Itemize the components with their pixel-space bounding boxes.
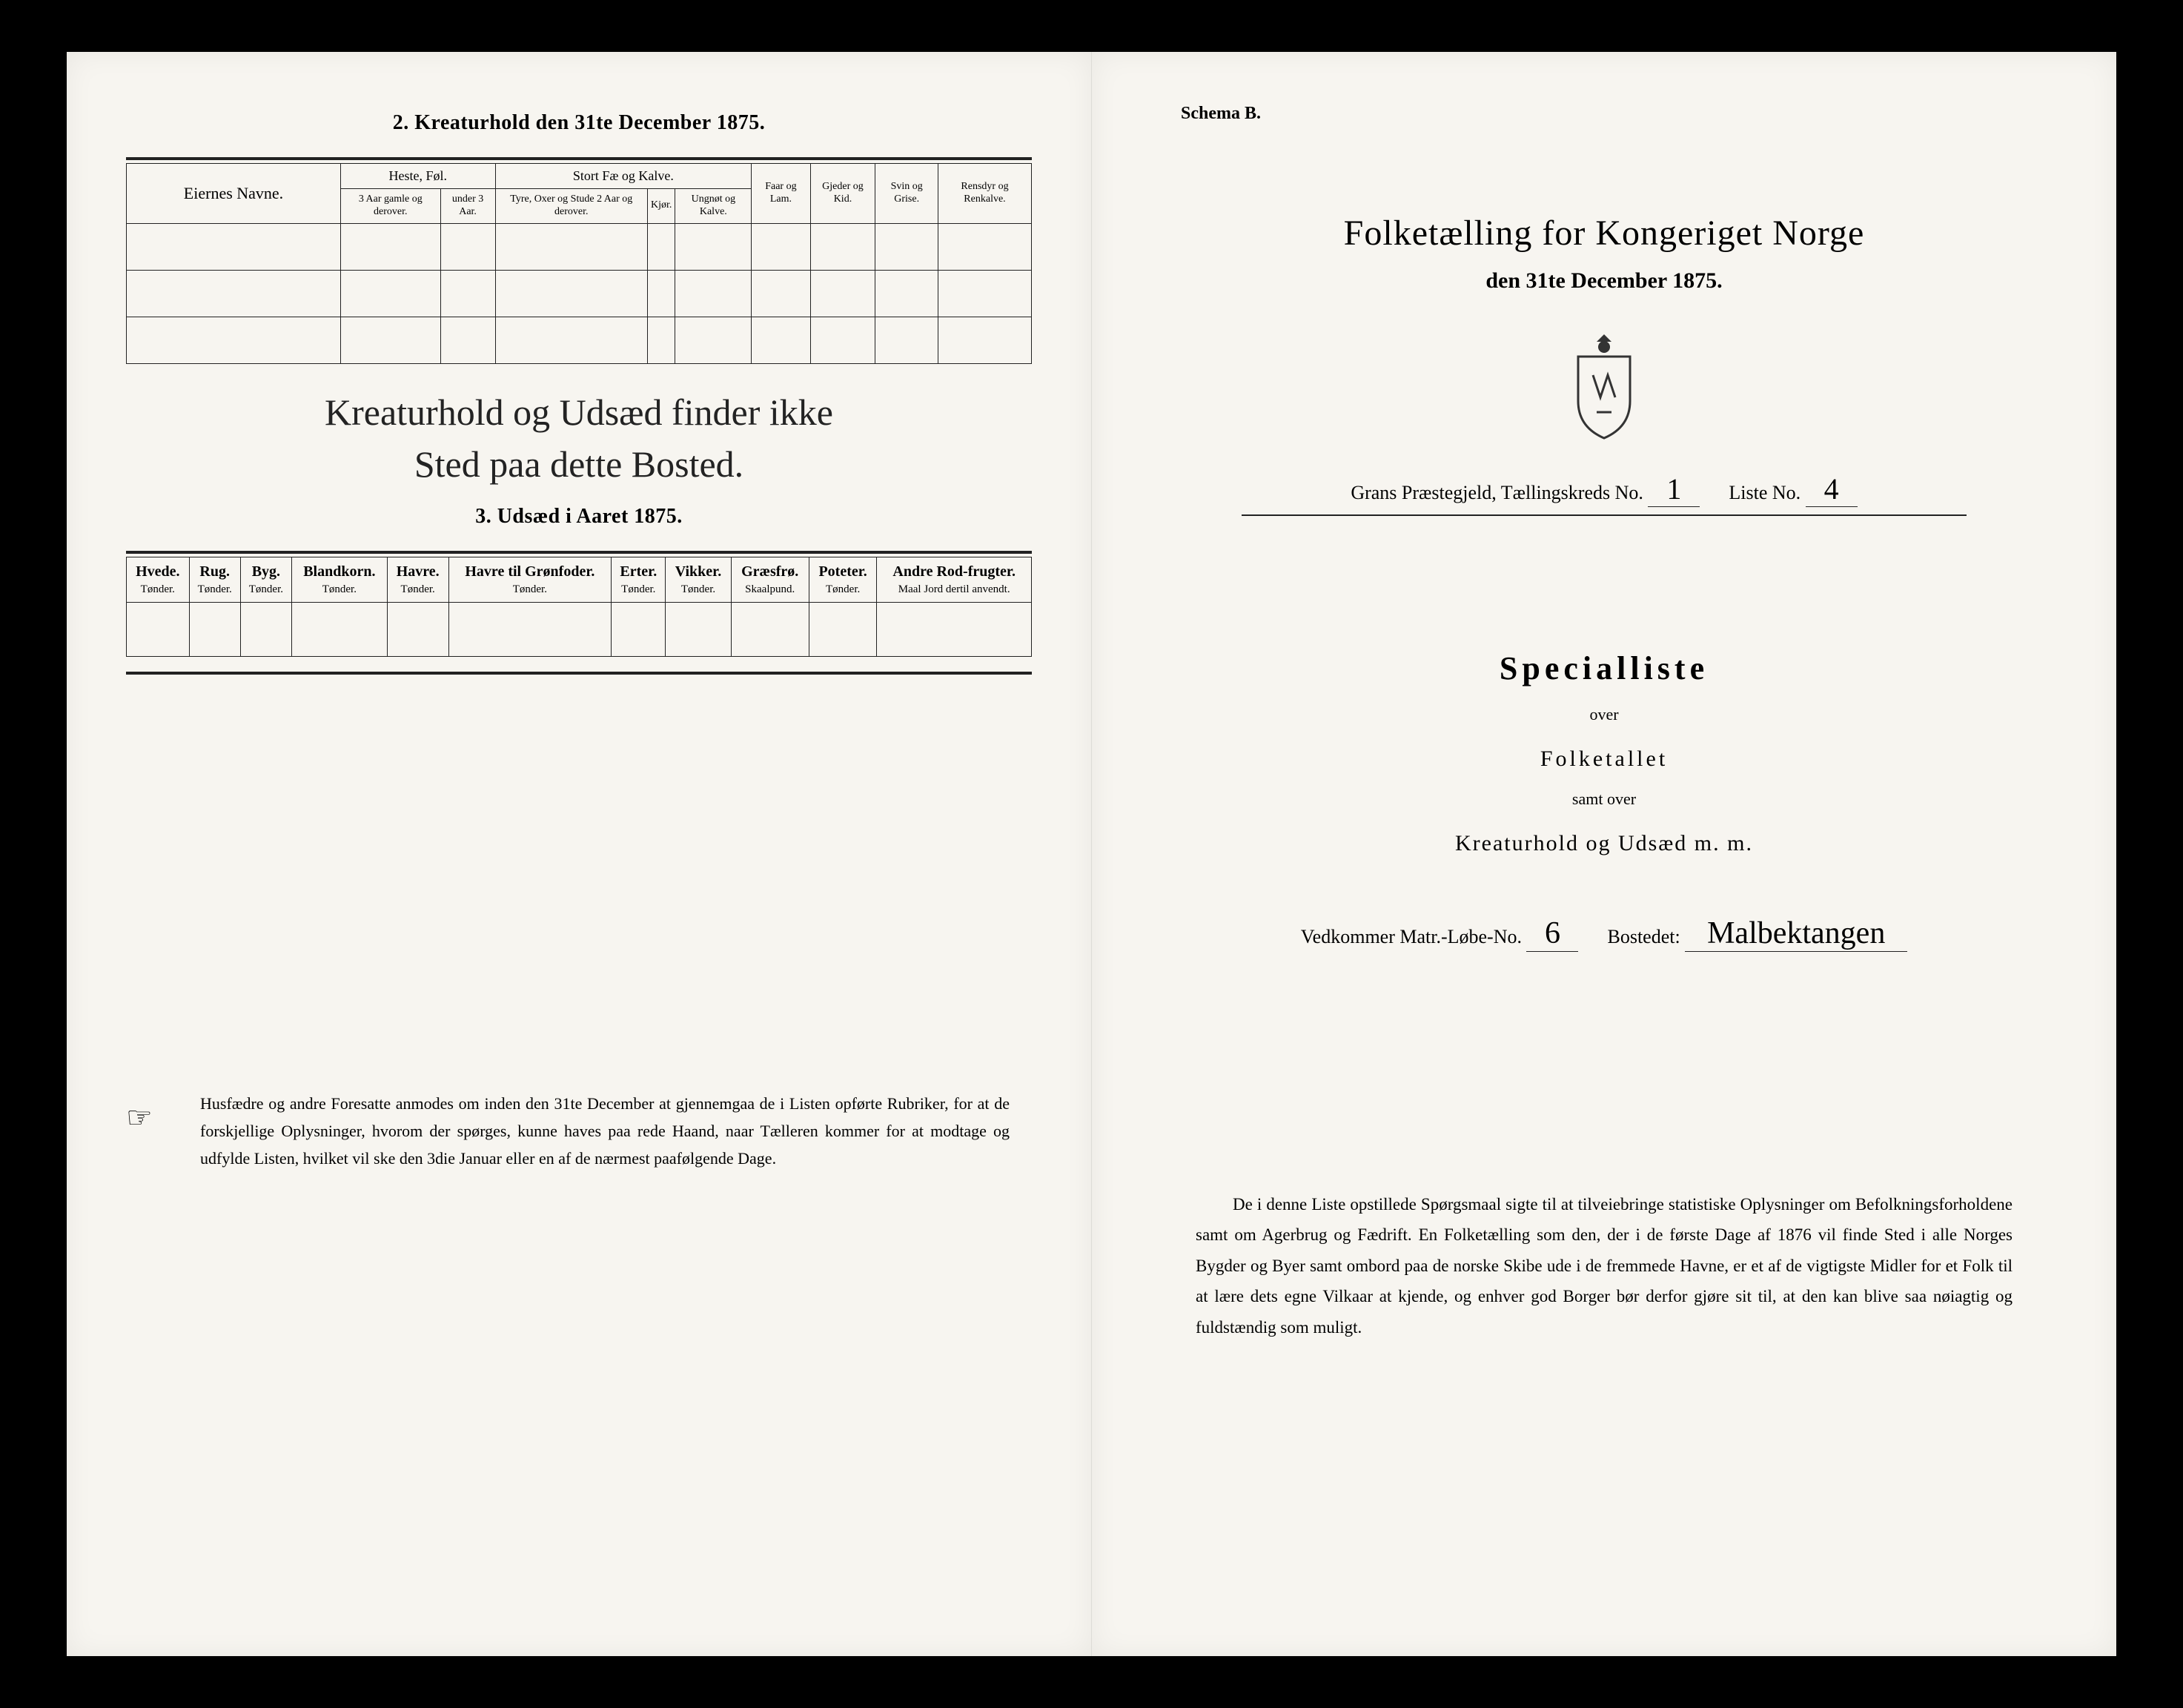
kreatur-label: Kreaturhold og Udsæd m. m. [1151, 831, 2057, 856]
table3-col: Havre.Tønder. [387, 557, 448, 602]
bostedet-value: Malbektangen [1685, 916, 1907, 952]
table3-cell [612, 602, 666, 656]
table3-col: Vikker.Tønder. [666, 557, 731, 602]
left-footnote: ☞ Husfædre og andre Foresatte anmodes om… [126, 1090, 1032, 1173]
right-footnote: De i denne Liste opstillede Spørgsmaal s… [1151, 1189, 2057, 1343]
hand-line2: Sted paa dette Bosted. [414, 443, 743, 485]
table-row [127, 223, 1032, 270]
table3-col: Andre Rod-frugter.Maal Jord dertil anven… [877, 557, 1032, 602]
table3-cell [666, 602, 731, 656]
table3-cell [387, 602, 448, 656]
table3-col: Byg.Tønder. [240, 557, 291, 602]
table3-col: Græsfrø.Skaalpund. [731, 557, 809, 602]
vedkommer-line: Vedkommer Matr.-Løbe-No. 6 Bostedet: Mal… [1151, 916, 2057, 952]
liste-label: Liste No. [1729, 482, 1801, 503]
table3-cell [809, 602, 876, 656]
kreaturhold-table: Eiernes Navne. Heste, Føl. Stort Fæ og K… [126, 163, 1032, 364]
rule [126, 551, 1032, 554]
table3-cell [291, 602, 387, 656]
specialliste-block: Specialliste over Folketallet samt over … [1151, 649, 2057, 856]
hand-line1: Kreaturhold og Udsæd finder ikke [325, 391, 833, 433]
over-label: over [1151, 705, 2057, 724]
parish-line: Grans Præstegjeld, Tællingskreds No. 1 L… [1151, 471, 2057, 507]
handwritten-note: Kreaturhold og Udsæd finder ikke Sted pa… [126, 386, 1032, 490]
kreds-no: 1 [1648, 471, 1700, 507]
table3-cell [127, 602, 190, 656]
footnote-text: Husfædre og andre Foresatte anmodes om i… [200, 1094, 1010, 1168]
table3-col: Blandkorn.Tønder. [291, 557, 387, 602]
left-page: 2. Kreaturhold den 31te December 1875. E… [67, 52, 1092, 1656]
schema-label: Schema B. [1181, 104, 2057, 124]
col-storfae3: Ungnøt og Kalve. [675, 189, 752, 224]
col-rensdyr: Rensdyr og Renkalve. [938, 164, 1031, 224]
document-frame: 2. Kreaturhold den 31te December 1875. E… [67, 52, 2116, 1656]
coat-of-arms-icon [1560, 331, 1649, 442]
table3-col: Havre til Grønfoder.Tønder. [448, 557, 612, 602]
table3-cell [189, 602, 240, 656]
col-storfae: Stort Fæ og Kalve. [495, 164, 752, 189]
table3-cell [731, 602, 809, 656]
col-storfae2: Kjør. [648, 189, 675, 224]
census-subtitle: den 31te December 1875. [1151, 268, 2057, 294]
col-storfae1: Tyre, Oxer og Stude 2 Aar og derover. [495, 189, 647, 224]
matr-no: 6 [1526, 916, 1578, 952]
col-heste: Heste, Føl. [341, 164, 496, 189]
col-heste1: 3 Aar gamle og derover. [341, 189, 441, 224]
col-heste2: under 3 Aar. [440, 189, 495, 224]
liste-no: 4 [1806, 471, 1858, 507]
col-faar: Faar og Lam. [752, 164, 810, 224]
section2-title: 2. Kreaturhold den 31te December 1875. [126, 111, 1032, 135]
bostedet-label: Bostedet: [1607, 926, 1680, 947]
table3-cell [240, 602, 291, 656]
col-eier: Eiernes Navne. [127, 164, 341, 224]
col-svin: Svin og Grise. [875, 164, 938, 224]
table3-col: Rug.Tønder. [189, 557, 240, 602]
vedkommer-label: Vedkommer Matr.-Løbe-No. [1301, 926, 1522, 947]
specialliste-title: Specialliste [1151, 649, 2057, 687]
table-row [127, 270, 1032, 317]
table3-col: Erter.Tønder. [612, 557, 666, 602]
samt-label: samt over [1151, 790, 2057, 809]
col-gjeder: Gjeder og Kid. [810, 164, 875, 224]
table3-col: Hvede.Tønder. [127, 557, 190, 602]
folketallet-label: Folketallet [1151, 747, 2057, 772]
table3-cell [448, 602, 612, 656]
table3-col: Poteter.Tønder. [809, 557, 876, 602]
table3-header: Hvede.Tønder.Rug.Tønder.Byg.Tønder.Bland… [127, 557, 1032, 602]
table3-cell [877, 602, 1032, 656]
section3-title: 3. Udsæd i Aaret 1875. [126, 505, 1032, 529]
rule [126, 672, 1032, 675]
rule [1242, 514, 1967, 516]
right-page: Schema B. Folketælling for Kongeriget No… [1092, 52, 2116, 1656]
udsaed-table: Hvede.Tønder.Rug.Tønder.Byg.Tønder.Bland… [126, 557, 1032, 657]
parish-label: Grans Præstegjeld, Tællingskreds No. [1351, 482, 1643, 503]
table-row [127, 317, 1032, 363]
table3-datarow [127, 602, 1032, 656]
census-title: Folketælling for Kongeriget Norge [1151, 213, 2057, 254]
rule [126, 157, 1032, 160]
pointing-hand-icon: ☞ [126, 1093, 153, 1143]
